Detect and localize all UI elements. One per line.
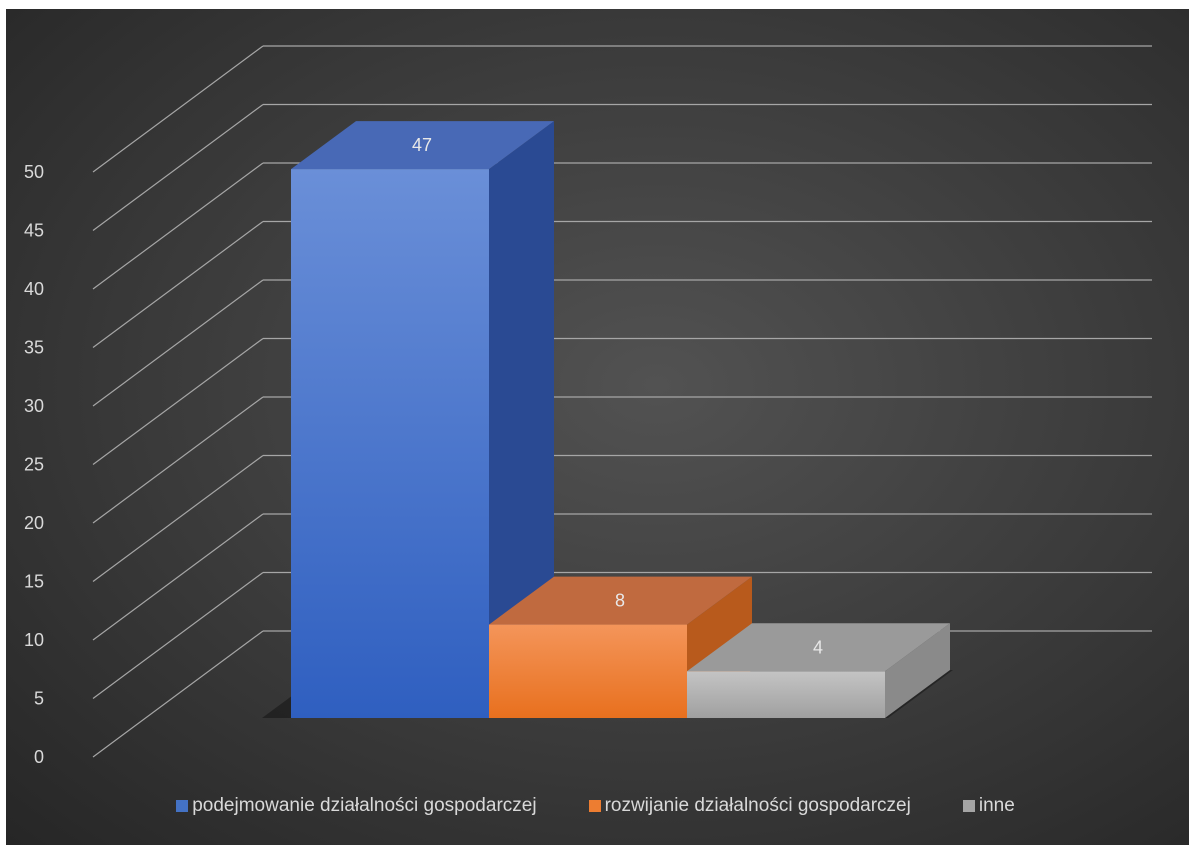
bar-side-3 xyxy=(885,623,950,718)
legend-item-1: podejmowanie działalności gospodarczej xyxy=(176,795,537,817)
gridline-side-6 xyxy=(92,279,264,407)
bar-side-1 xyxy=(489,121,554,719)
gridline-side-8 xyxy=(92,162,264,290)
legend-label-3: inne xyxy=(978,795,1015,816)
legend-item-2: rozwijanie działalności gospodarczej xyxy=(588,795,911,817)
data-label-1: 47 xyxy=(412,135,432,155)
y-tick-label-2: 10 xyxy=(24,630,44,650)
bar-top-2 xyxy=(489,576,752,625)
data-label-3: 4 xyxy=(813,637,823,657)
gridline-side-0 xyxy=(92,630,264,758)
legend-label-1: podejmowanie działalności gospodarczej xyxy=(192,795,537,816)
y-tick-label-3: 15 xyxy=(24,572,44,592)
bar-top-3 xyxy=(687,623,950,672)
gridline-side-5 xyxy=(92,338,264,465)
y-axis: 0 5 10 15 20 25 30 35 40 45 50 xyxy=(24,162,44,767)
y-tick-label-5: 25 xyxy=(24,455,44,475)
y-tick-label-7: 35 xyxy=(24,338,44,358)
gridline-side-2 xyxy=(92,513,264,641)
gridline-side-4 xyxy=(92,396,264,524)
data-labels: 47 8 4 xyxy=(412,135,823,657)
bars xyxy=(262,121,953,719)
legend-swatch-1 xyxy=(176,800,189,812)
y-tick-label-1: 5 xyxy=(34,689,44,709)
y-tick-label-10: 50 xyxy=(24,162,44,182)
bar-2 xyxy=(489,624,687,718)
legend-item-3: inne xyxy=(962,795,1015,817)
y-tick-label-0: 0 xyxy=(34,747,44,767)
legend: podejmowanie działalności gospodarczej r… xyxy=(0,786,1191,826)
bar-1 xyxy=(291,169,489,718)
gridline-side-10 xyxy=(92,45,264,173)
legend-swatch-2 xyxy=(588,800,601,812)
y-tick-label-4: 20 xyxy=(24,513,44,533)
gridline-side-7 xyxy=(92,221,264,348)
gridline-side-3 xyxy=(92,455,264,582)
y-tick-label-8: 40 xyxy=(24,279,44,299)
legend-label-2: rozwijanie działalności gospodarczej xyxy=(604,795,911,816)
gridline-side-1 xyxy=(92,572,264,699)
bar-top-1 xyxy=(291,121,554,170)
y-tick-label-6: 30 xyxy=(24,396,44,416)
bar-3 xyxy=(687,671,885,718)
y-tick-label-9: 45 xyxy=(24,221,44,241)
gridline-side-9 xyxy=(92,104,264,231)
legend-swatch-3 xyxy=(962,800,975,812)
data-label-2: 8 xyxy=(615,591,625,611)
